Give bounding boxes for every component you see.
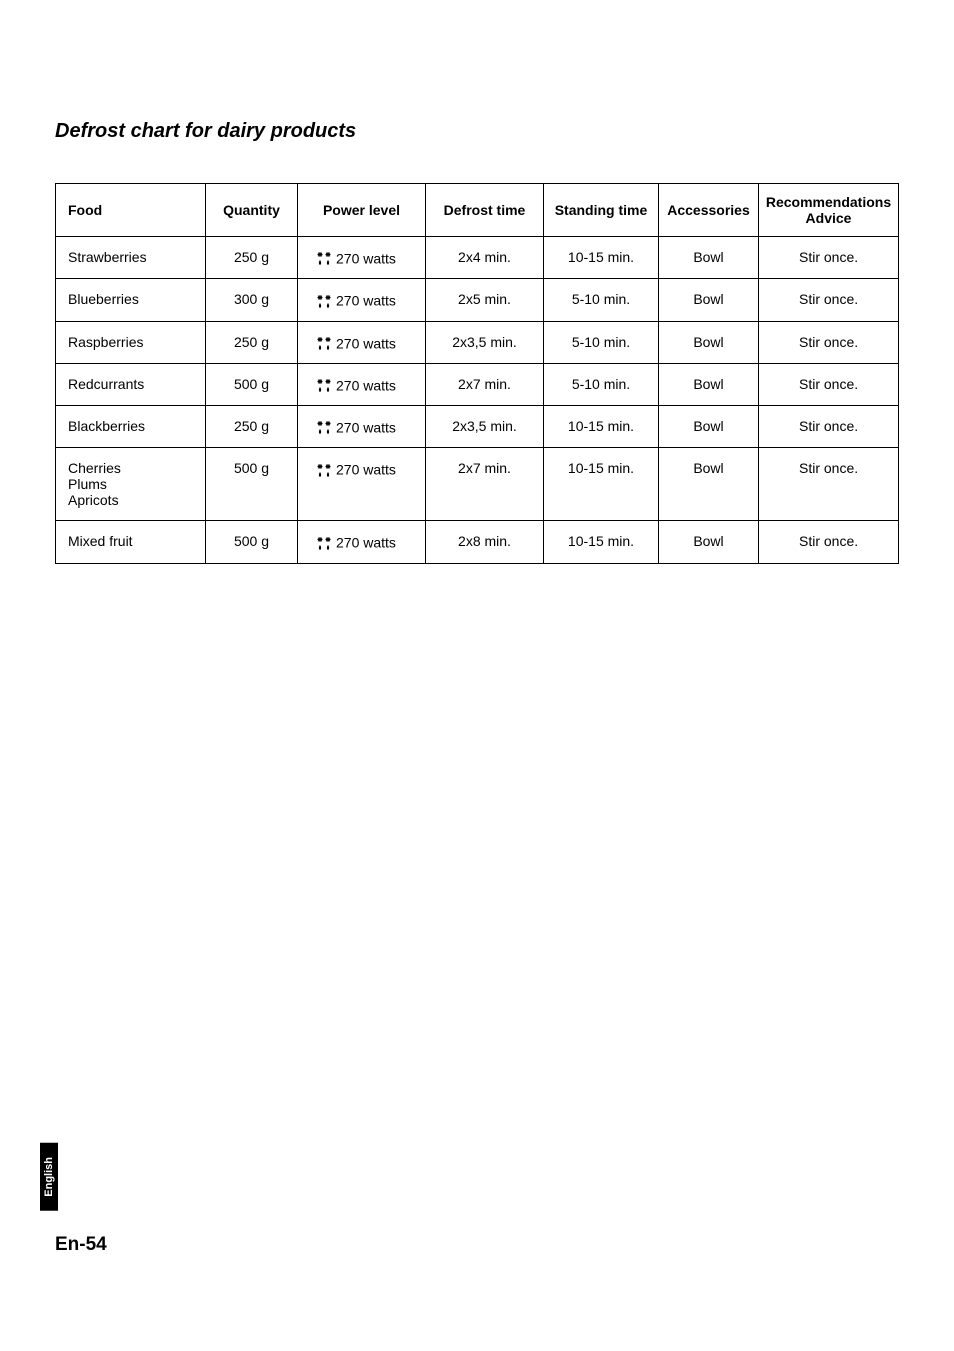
cell-power: 270 watts xyxy=(298,321,426,363)
cell-standing: 5-10 min. xyxy=(544,321,659,363)
cell-power: 270 watts xyxy=(298,521,426,563)
col-accessories: Accessories xyxy=(659,184,759,237)
cell-defrost: 2x3,5 min. xyxy=(426,321,544,363)
cell-power: 270 watts xyxy=(298,406,426,448)
col-defrost: Defrost time xyxy=(426,184,544,237)
cell-food: Mixed fruit xyxy=(56,521,206,563)
cell-food: CherriesPlumsApricots xyxy=(56,448,206,521)
table-row: Mixed fruit500 g 270 watts 2x8 min.10-15 m… xyxy=(56,521,899,563)
cell-quantity: 300 g xyxy=(206,279,298,321)
language-tab: English xyxy=(40,1143,58,1211)
col-quantity: Quantity xyxy=(206,184,298,237)
cell-standing: 5-10 min. xyxy=(544,363,659,405)
cell-advice: Stir once. xyxy=(759,448,899,521)
defrost-icon xyxy=(316,379,332,395)
cell-advice: Stir once. xyxy=(759,279,899,321)
defrost-icon xyxy=(316,252,332,268)
cell-defrost: 2x8 min. xyxy=(426,521,544,563)
cell-standing: 10-15 min. xyxy=(544,448,659,521)
cell-accessories: Bowl xyxy=(659,321,759,363)
cell-defrost: 2x5 min. xyxy=(426,279,544,321)
power-text: 270 watts xyxy=(336,535,396,551)
cell-quantity: 250 g xyxy=(206,321,298,363)
defrost-icon xyxy=(316,464,332,480)
col-standing: Standing time xyxy=(544,184,659,237)
cell-advice: Stir once. xyxy=(759,406,899,448)
defrost-icon xyxy=(316,295,332,311)
table-row: Blueberries300 g 270 watts 2x5 min.5-10 mi… xyxy=(56,279,899,321)
table-row: Raspberries250 g 270 watts 2x3,5 min.5-10 … xyxy=(56,321,899,363)
defrost-icon xyxy=(316,337,332,353)
cell-power: 270 watts xyxy=(298,237,426,279)
power-text: 270 watts xyxy=(336,419,396,435)
cell-food: Blackberries xyxy=(56,406,206,448)
cell-accessories: Bowl xyxy=(659,279,759,321)
col-power: Power level xyxy=(298,184,426,237)
cell-accessories: Bowl xyxy=(659,448,759,521)
table-row: Strawberries250 g 270 watts 2x4 min.10-15 … xyxy=(56,237,899,279)
cell-defrost: 2x3,5 min. xyxy=(426,406,544,448)
cell-defrost: 2x7 min. xyxy=(426,363,544,405)
cell-power: 270 watts xyxy=(298,448,426,521)
defrost-icon xyxy=(316,421,332,437)
cell-defrost: 2x7 min. xyxy=(426,448,544,521)
table-row: Blackberries250 g 270 watts 2x3,5 min.10-1… xyxy=(56,406,899,448)
cell-quantity: 500 g xyxy=(206,363,298,405)
defrost-icon xyxy=(316,537,332,553)
cell-power: 270 watts xyxy=(298,279,426,321)
cell-quantity: 500 g xyxy=(206,448,298,521)
chart-heading: Defrost chart for dairy products xyxy=(55,120,899,143)
cell-food: Strawberries xyxy=(56,237,206,279)
cell-advice: Stir once. xyxy=(759,363,899,405)
cell-standing: 10-15 min. xyxy=(544,406,659,448)
cell-accessories: Bowl xyxy=(659,521,759,563)
col-food: Food xyxy=(56,184,206,237)
page-number: En-54 xyxy=(55,1234,107,1256)
cell-standing: 10-15 min. xyxy=(544,237,659,279)
cell-advice: Stir once. xyxy=(759,321,899,363)
cell-accessories: Bowl xyxy=(659,363,759,405)
cell-advice: Stir once. xyxy=(759,521,899,563)
cell-defrost: 2x4 min. xyxy=(426,237,544,279)
cell-advice: Stir once. xyxy=(759,237,899,279)
cell-quantity: 250 g xyxy=(206,406,298,448)
cell-accessories: Bowl xyxy=(659,406,759,448)
table-header-row: Food Quantity Power level Defrost time S… xyxy=(56,184,899,237)
cell-accessories: Bowl xyxy=(659,237,759,279)
power-text: 270 watts xyxy=(336,250,396,266)
cell-standing: 5-10 min. xyxy=(544,279,659,321)
cell-food: Blueberries xyxy=(56,279,206,321)
power-text: 270 watts xyxy=(336,335,396,351)
cell-quantity: 500 g xyxy=(206,521,298,563)
table-row: Redcurrants500 g 270 watts 2x7 min.5-10 mi… xyxy=(56,363,899,405)
table-row: CherriesPlumsApricots500 g 270 watts 2x7 m… xyxy=(56,448,899,521)
power-text: 270 watts xyxy=(336,293,396,309)
power-text: 270 watts xyxy=(336,377,396,393)
defrost-table: Food Quantity Power level Defrost time S… xyxy=(55,183,899,564)
cell-quantity: 250 g xyxy=(206,237,298,279)
cell-power: 270 watts xyxy=(298,363,426,405)
cell-standing: 10-15 min. xyxy=(544,521,659,563)
cell-food: Raspberries xyxy=(56,321,206,363)
cell-food: Redcurrants xyxy=(56,363,206,405)
col-advice: RecommendationsAdvice xyxy=(759,184,899,237)
power-text: 270 watts xyxy=(336,462,396,478)
